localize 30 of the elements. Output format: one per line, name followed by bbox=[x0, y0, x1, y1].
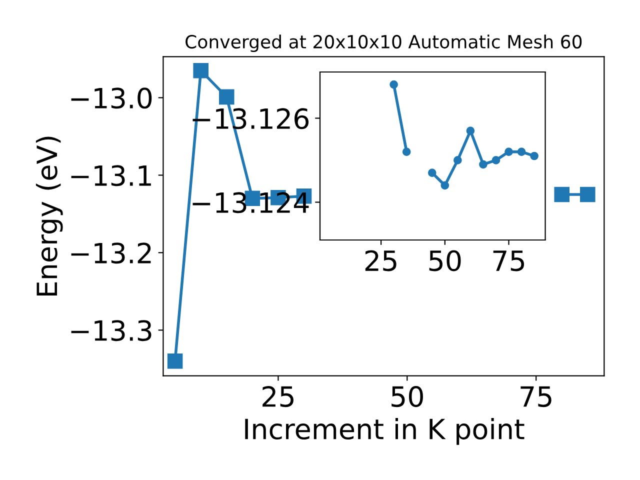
y-tick-label: −13.1 bbox=[71, 165, 151, 186]
point bbox=[218, 89, 234, 105]
point bbox=[193, 62, 208, 78]
point bbox=[504, 148, 513, 156]
point bbox=[402, 148, 411, 156]
point bbox=[554, 186, 570, 202]
chart-title: Converged at 20x10x10 Automatic Mesh 60 bbox=[186, 34, 582, 52]
y-axis-title: Energy (eV) bbox=[36, 136, 63, 296]
point bbox=[454, 156, 462, 164]
x-tick-label: 25 bbox=[262, 386, 294, 408]
x-tick-label: 50 bbox=[429, 250, 461, 272]
y-tick-label: −13.3 bbox=[71, 320, 152, 342]
point bbox=[466, 126, 475, 135]
x-tick-label: 50 bbox=[392, 386, 423, 408]
x-axis-title: Increment in K point bbox=[245, 418, 524, 445]
y-tick-label: −13.124 bbox=[192, 192, 309, 214]
point bbox=[517, 148, 526, 156]
y-tick-label: −13.2 bbox=[71, 242, 151, 264]
point bbox=[428, 168, 436, 177]
point bbox=[479, 160, 488, 169]
point bbox=[440, 181, 450, 190]
point bbox=[492, 156, 500, 164]
y-tick-label: −13.0 bbox=[71, 88, 152, 109]
x-tick-label: 25 bbox=[365, 250, 396, 272]
x-tick-label: 75 bbox=[520, 386, 552, 408]
point bbox=[530, 152, 538, 160]
point bbox=[167, 353, 183, 369]
x-tick-label: 75 bbox=[493, 250, 524, 272]
point bbox=[580, 186, 596, 202]
point bbox=[390, 80, 398, 89]
